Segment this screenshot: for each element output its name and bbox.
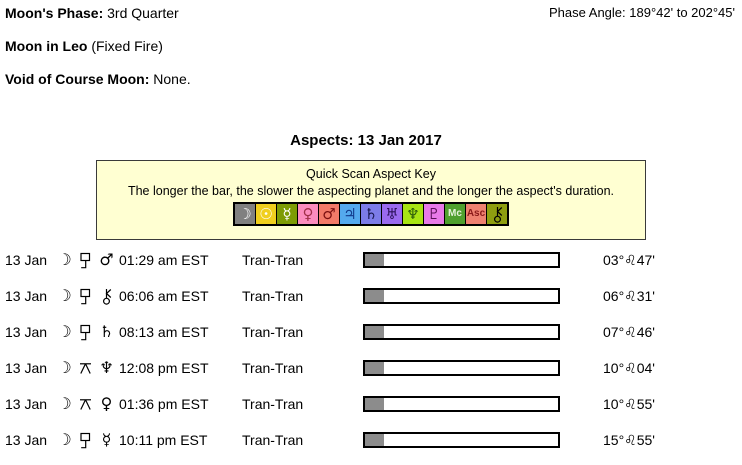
aspect-date: 13 Jan	[5, 432, 48, 448]
midheaven-icon: Mc	[444, 203, 466, 225]
moon-sign-label: Moon in Leo	[5, 38, 88, 54]
moon-phase-value: 3rd Quarter	[107, 5, 179, 21]
venus-icon: ♀	[100, 394, 113, 413]
aspect-date: 13 Jan	[5, 252, 48, 268]
moon-icon: ☽	[57, 250, 72, 269]
moon-phase-line: Moon's Phase: 3rd Quarter	[5, 5, 179, 21]
void-of-course-value: None.	[153, 71, 191, 87]
key-title: Quick Scan Aspect Key	[306, 167, 436, 181]
phase-angle-line: Phase Angle: 189°42' to 202°45'	[549, 5, 735, 20]
duration-bar	[363, 324, 560, 340]
aspect-type: Tran-Tran	[242, 432, 304, 448]
duration-bar-fill	[365, 434, 385, 446]
duration-bar	[363, 360, 560, 376]
duration-bar	[363, 432, 560, 448]
moon-icon: ☽	[234, 203, 256, 225]
aspect-degree: 06°♌31'	[603, 287, 655, 305]
aspect-date: 13 Jan	[5, 324, 48, 340]
aspect-time: 08:13 am EST	[119, 324, 209, 340]
aspect-row: 13 Jan ☽ ♄ 08:13 am EST Tran-Tran 07°♌46'	[0, 320, 742, 344]
aspect-degree: 15°♌55'	[603, 431, 655, 449]
moon-icon: ☽	[57, 430, 72, 449]
sesquiquadrate-icon	[75, 432, 96, 449]
aspect-time: 06:06 am EST	[119, 288, 209, 304]
duration-bar	[363, 396, 560, 412]
aspect-row: 13 Jan ☽ ♆ 12:08 pm EST Tran-Tran 10°♌04'	[0, 356, 742, 380]
sesquiquadrate-icon	[75, 288, 96, 305]
aspect-degree: 10°♌55'	[603, 395, 655, 413]
aspect-time: 01:36 pm EST	[119, 396, 209, 412]
aspect-time: 12:08 pm EST	[119, 360, 209, 376]
void-of-course-label: Void of Course Moon:	[5, 71, 150, 87]
moon-icon: ☽	[57, 322, 72, 341]
duration-bar-fill	[365, 254, 385, 266]
phase-angle-label: Phase Angle:	[549, 5, 626, 20]
key-subtitle: The longer the bar, the slower the aspec…	[127, 184, 615, 198]
aspect-type: Tran-Tran	[242, 252, 304, 268]
quick-scan-aspect-key: Quick Scan Aspect Key The longer the bar…	[96, 160, 646, 240]
mercury-icon: ☿	[101, 430, 112, 449]
planet-symbol-strip: ☽ ☉ ☿ ♀ ♂ ♃ ♄ ♅ ♆ ♇ Mc Asc	[233, 202, 509, 226]
quincunx-icon	[75, 362, 96, 375]
aspect-row: 13 Jan ☽ 06:06 am EST Tran-Tran 06°♌31'	[0, 284, 742, 308]
moon-phase-label: Moon's Phase:	[5, 5, 104, 21]
aspect-row: 13 Jan ☽ ☿ 10:11 pm EST Tran-Tran 15°♌55'	[0, 428, 742, 452]
mars-icon: ♂	[318, 203, 340, 225]
aspect-degree: 07°♌46'	[603, 323, 655, 341]
duration-bar	[363, 252, 560, 268]
moon-icon: ☽	[57, 358, 72, 377]
saturn-icon: ♄	[360, 203, 382, 225]
aspect-date: 13 Jan	[5, 288, 48, 304]
leo-sign-icon: ♌	[624, 432, 637, 449]
aspect-type: Tran-Tran	[242, 288, 304, 304]
leo-sign-icon: ♌	[624, 252, 637, 269]
sesquiquadrate-icon	[75, 324, 96, 341]
mercury-icon: ☿	[276, 203, 298, 225]
moon-icon: ☽	[57, 286, 72, 305]
moon-sign-value: (Fixed Fire)	[91, 38, 163, 54]
uranus-icon: ♅	[381, 203, 403, 225]
aspect-time: 10:11 pm EST	[119, 432, 208, 448]
aspect-degree: 10°♌04'	[603, 359, 655, 377]
chiron-icon	[486, 203, 508, 225]
void-of-course-line: Void of Course Moon: None.	[5, 71, 191, 87]
sun-icon: ☉	[255, 203, 277, 225]
phase-angle-value: 189°42' to 202°45'	[629, 5, 735, 20]
moon-icon: ☽	[57, 394, 72, 413]
leo-sign-icon: ♌	[624, 360, 637, 377]
ascendant-icon: Asc	[465, 203, 487, 225]
chiron-icon	[96, 288, 117, 305]
duration-bar-fill	[365, 326, 385, 338]
saturn-icon: ♄	[99, 322, 114, 341]
pluto-icon: ♇	[423, 203, 445, 225]
venus-icon: ♀	[297, 203, 319, 225]
aspect-row: 13 Jan ☽ ♀ 01:36 pm EST Tran-Tran 10°♌55'	[0, 392, 742, 416]
aspects-title: Aspects: 13 Jan 2017	[290, 132, 442, 149]
aspect-date: 13 Jan	[5, 396, 48, 412]
neptune-icon: ♆	[402, 203, 424, 225]
aspect-degree: 03°♌47'	[603, 251, 655, 269]
aspect-time: 01:29 am EST	[119, 252, 209, 268]
leo-sign-icon: ♌	[624, 396, 637, 413]
aspect-type: Tran-Tran	[242, 360, 304, 376]
aspect-type: Tran-Tran	[242, 324, 304, 340]
leo-sign-icon: ♌	[624, 288, 637, 305]
duration-bar-fill	[365, 398, 385, 410]
duration-bar-fill	[365, 290, 385, 302]
mars-icon: ♂	[99, 250, 114, 269]
quincunx-icon	[75, 398, 96, 411]
leo-sign-icon: ♌	[624, 324, 637, 341]
aspect-date: 13 Jan	[5, 360, 48, 376]
neptune-icon: ♆	[99, 358, 114, 377]
moon-sign-line: Moon in Leo (Fixed Fire)	[5, 38, 163, 54]
aspect-type: Tran-Tran	[242, 396, 304, 412]
jupiter-icon: ♃	[339, 203, 361, 225]
sesquiquadrate-icon	[75, 252, 96, 269]
duration-bar	[363, 288, 560, 304]
duration-bar-fill	[365, 362, 385, 374]
aspect-row: 13 Jan ☽ ♂ 01:29 am EST Tran-Tran 03°♌47'	[0, 248, 742, 272]
